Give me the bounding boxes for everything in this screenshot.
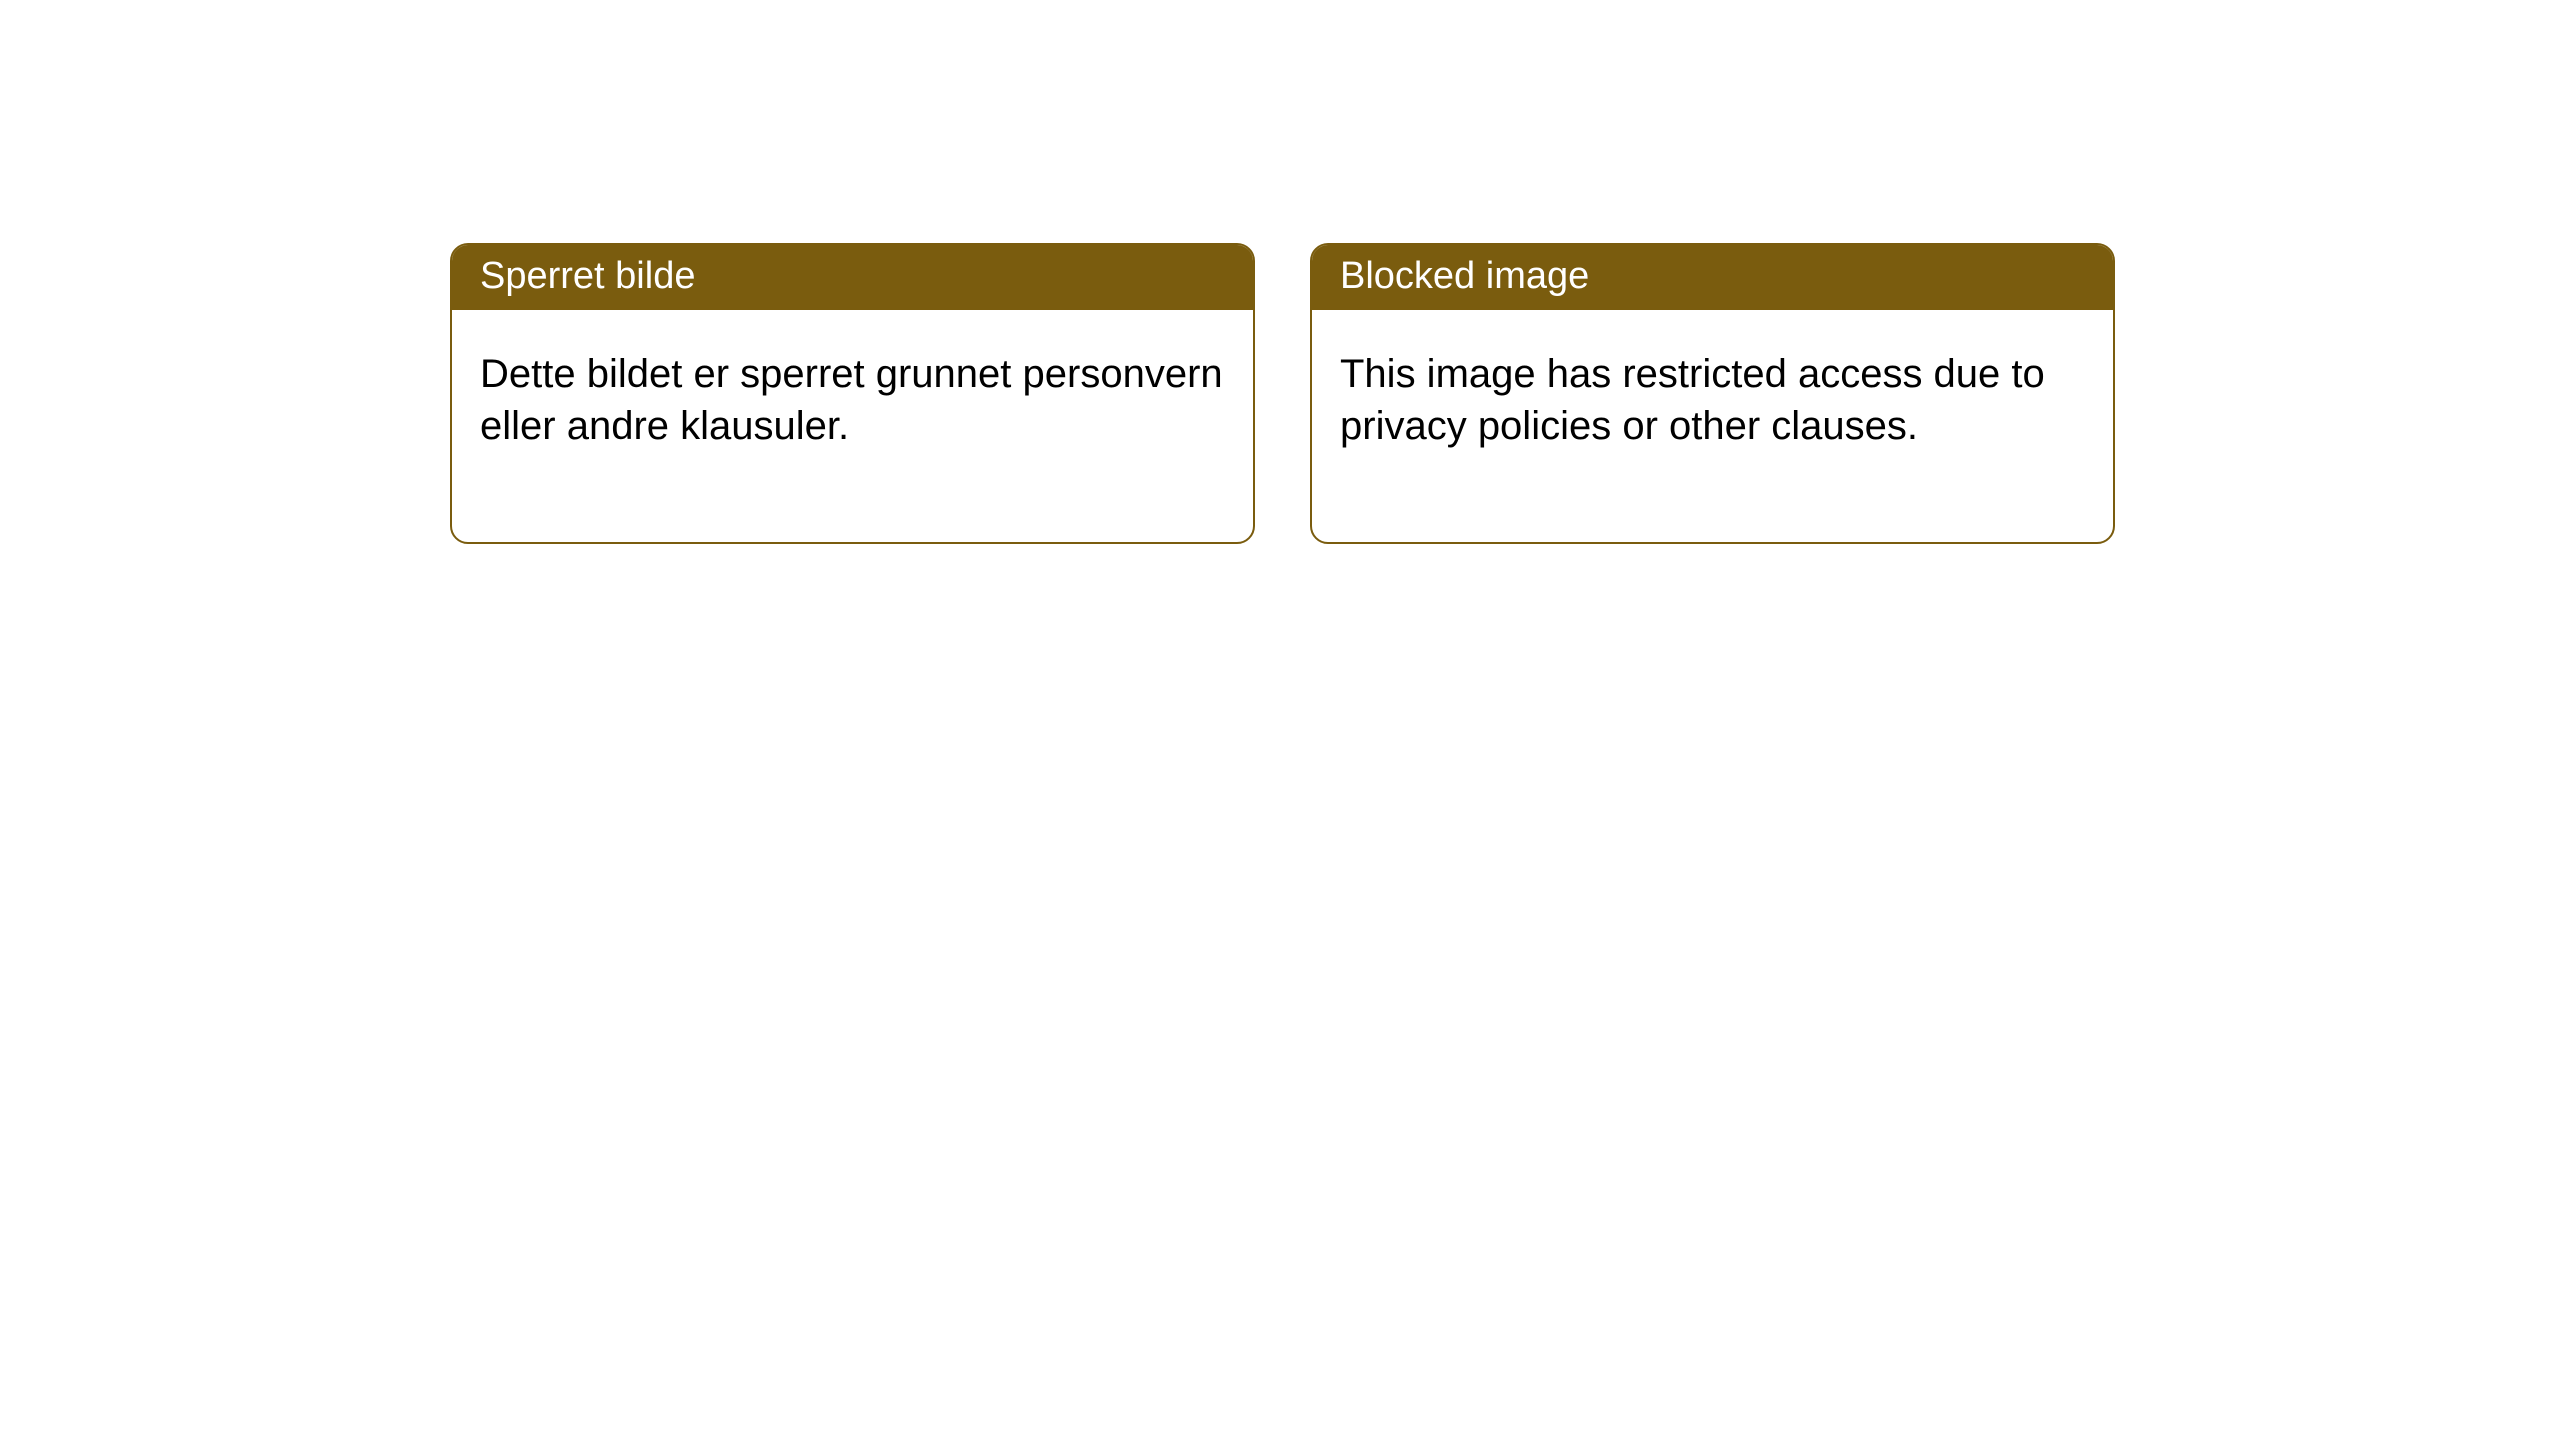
- notice-card-norwegian: Sperret bilde Dette bildet er sperret gr…: [450, 243, 1255, 544]
- notice-title-norwegian: Sperret bilde: [452, 245, 1253, 310]
- notice-container: Sperret bilde Dette bildet er sperret gr…: [0, 0, 2560, 544]
- notice-body-english: This image has restricted access due to …: [1312, 310, 2113, 542]
- notice-title-english: Blocked image: [1312, 245, 2113, 310]
- notice-card-english: Blocked image This image has restricted …: [1310, 243, 2115, 544]
- notice-body-norwegian: Dette bildet er sperret grunnet personve…: [452, 310, 1253, 542]
